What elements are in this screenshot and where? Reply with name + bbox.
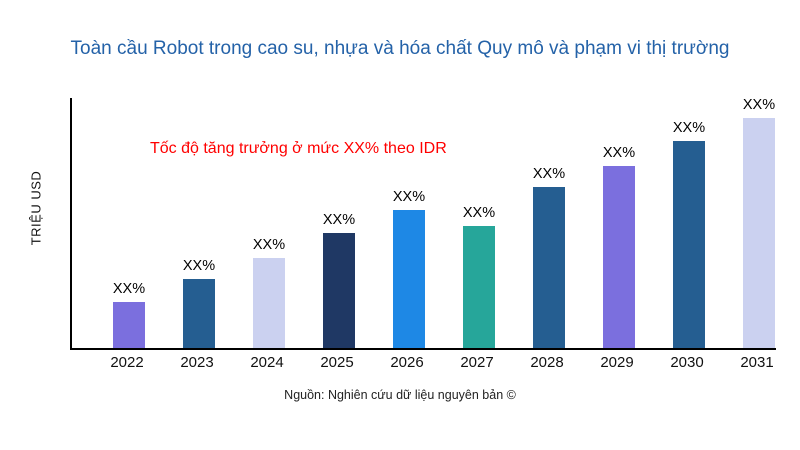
- chart-title: Toàn cầu Robot trong cao su, nhựa và hóa…: [70, 38, 730, 59]
- bar-value-label: XX%: [532, 166, 566, 182]
- plot-area: Tốc độ tăng trưởng ở mức XX% theo IDR XX…: [70, 97, 776, 350]
- bar-group: XX%: [304, 212, 374, 348]
- x-tick-2023: 2023: [180, 354, 214, 371]
- bar-2022: [113, 302, 145, 348]
- bar-value-label: XX%: [742, 97, 776, 113]
- bar-group: XX%: [234, 237, 304, 348]
- x-tick-2026: 2026: [390, 354, 424, 371]
- x-axis-ticks: 2022 2023 2024 2025 2026 2027 2028 2029 2030 2031: [70, 354, 776, 371]
- growth-annotation: Tốc độ tăng trưởng ở mức XX% theo IDR: [150, 140, 447, 157]
- bar-2031: [743, 118, 775, 348]
- bar-group: XX%: [654, 120, 724, 348]
- bar-value-label: XX%: [602, 145, 636, 161]
- bar-value-label: XX%: [322, 212, 356, 228]
- bar-group: XX%: [164, 258, 234, 348]
- bar-2023: [183, 279, 215, 348]
- bar-2029: [603, 166, 635, 348]
- bar-group: XX%: [374, 189, 444, 348]
- y-axis-label: TRIỆU USD: [28, 170, 44, 246]
- x-tick-2025: 2025: [320, 354, 354, 371]
- bar-2024: [253, 258, 285, 348]
- bar-value-label: XX%: [392, 189, 426, 205]
- bar-value-label: XX%: [252, 237, 286, 253]
- bar-group: XX%: [514, 166, 584, 348]
- bar-value-label: XX%: [182, 258, 216, 274]
- bar-value-label: XX%: [672, 120, 706, 136]
- bar-group: XX%: [94, 281, 164, 348]
- x-tick-2024: 2024: [250, 354, 284, 371]
- bar-2025: [323, 233, 355, 348]
- source-note: Nguồn: Nghiên cứu dữ liệu nguyên bản ©: [284, 388, 516, 402]
- x-tick-2027: 2027: [460, 354, 494, 371]
- x-tick-2030: 2030: [670, 354, 704, 371]
- x-tick-2022: 2022: [110, 354, 144, 371]
- bars: XX% XX% XX% XX% XX% XX% XX% XX% XX% XX%: [72, 97, 776, 348]
- bar-2028: [533, 187, 565, 348]
- bar-group: XX%: [444, 205, 514, 348]
- x-tick-2028: 2028: [530, 354, 564, 371]
- bar-value-label: XX%: [462, 205, 496, 221]
- x-tick-2031: 2031: [740, 354, 774, 371]
- bar-value-label: XX%: [112, 281, 146, 297]
- bar-group: XX%: [724, 97, 794, 348]
- bar-2026: [393, 210, 425, 348]
- x-tick-2029: 2029: [600, 354, 634, 371]
- bar-2027: [463, 226, 495, 348]
- bar-2030: [673, 141, 705, 348]
- bar-group: XX%: [584, 145, 654, 348]
